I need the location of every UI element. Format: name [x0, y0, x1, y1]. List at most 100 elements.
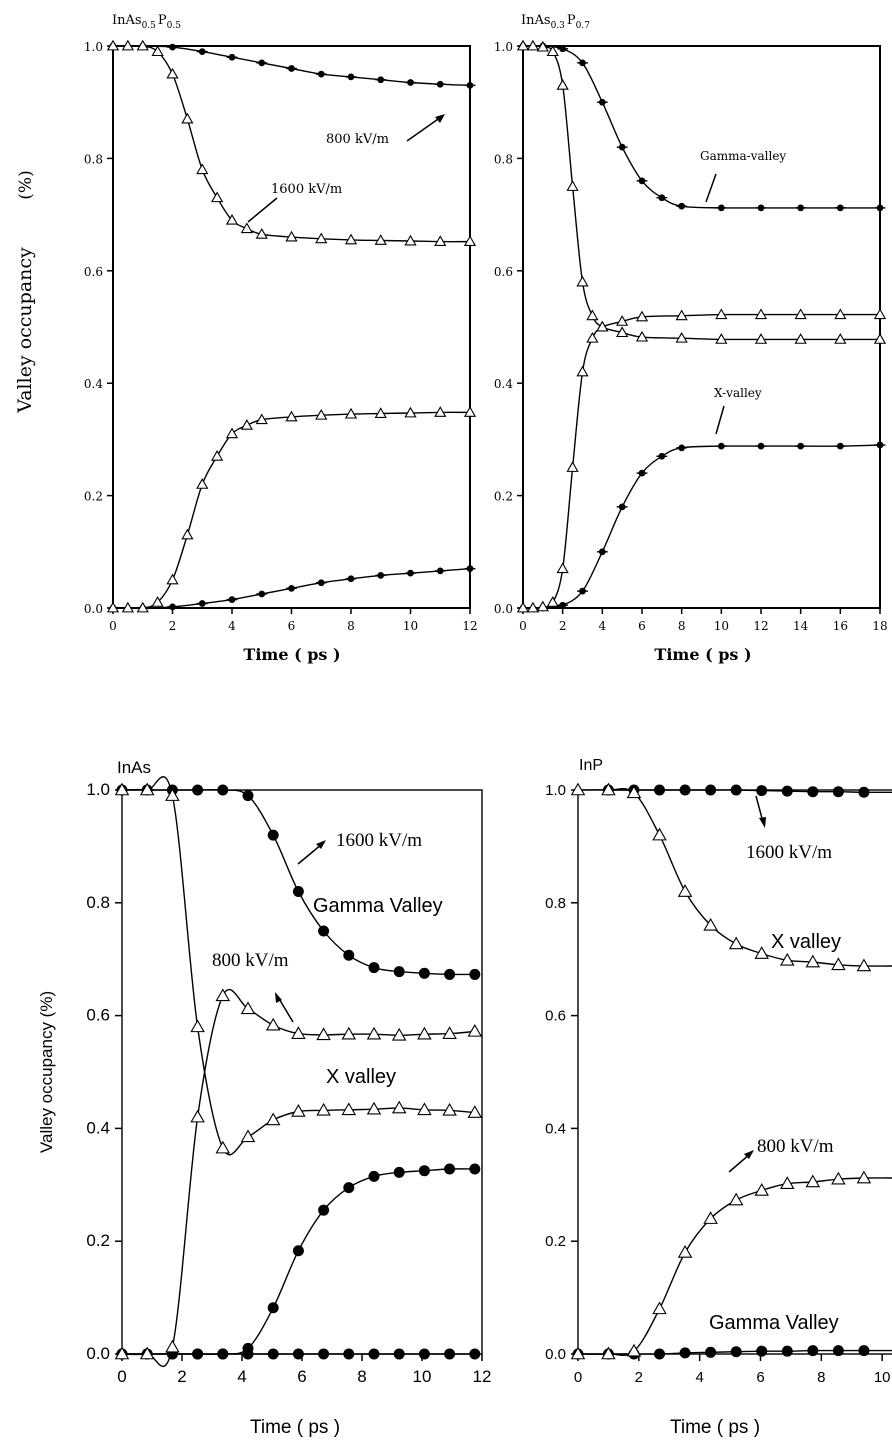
arrow-head — [275, 992, 282, 1003]
data-point — [417, 1026, 432, 1040]
data-point — [240, 1001, 256, 1015]
data-point — [652, 827, 667, 841]
data-point — [566, 461, 579, 472]
data-point — [151, 45, 164, 57]
data-point — [703, 1211, 718, 1224]
series-line — [522, 45, 880, 209]
data-point — [418, 967, 430, 979]
plot-frame — [577, 789, 892, 1355]
data-point — [192, 1348, 204, 1360]
data-point — [442, 1102, 457, 1116]
x-tick-label: 0 — [574, 1369, 582, 1386]
annotation-leader — [247, 197, 278, 223]
data-point — [318, 1204, 330, 1216]
data-point — [368, 1348, 380, 1360]
y-tick-label: 1.0 — [86, 780, 110, 799]
data-point — [467, 1105, 483, 1118]
y-tick-label: 0.0 — [494, 602, 513, 616]
curve-group — [112, 44, 471, 610]
data-point — [139, 782, 155, 796]
data-point — [536, 40, 549, 52]
y-tick-label: 0.2 — [545, 1233, 566, 1250]
data-point — [781, 1345, 793, 1357]
data-point — [794, 308, 807, 320]
data-point — [832, 786, 844, 798]
x-tick-label: 4 — [237, 1367, 246, 1386]
x-tick-label: 8 — [347, 619, 355, 633]
series-line — [121, 988, 475, 1368]
x-tick-label: 6 — [638, 619, 646, 633]
data-point — [418, 1165, 430, 1177]
arrow-head — [759, 817, 766, 828]
data-point — [318, 1348, 330, 1360]
data-point — [675, 331, 688, 343]
data-point — [434, 235, 447, 247]
data-point — [190, 1019, 205, 1033]
data-point — [654, 1348, 666, 1360]
data-point — [391, 1100, 407, 1114]
data-point — [316, 1027, 331, 1041]
data-point — [417, 1102, 432, 1116]
data-point — [442, 1026, 457, 1039]
y-tick-label: 0.2 — [494, 490, 513, 504]
data-point — [546, 596, 559, 607]
data-point — [546, 45, 559, 57]
x-axis-label: Time ( ps ) — [243, 645, 340, 664]
data-point — [106, 39, 120, 51]
data-point — [832, 1345, 844, 1357]
marker-group — [516, 39, 887, 613]
annotation-arrow — [728, 1153, 751, 1173]
data-point — [730, 784, 742, 796]
tick-group: 0 2 4 6 8 10 12 0.0 0.2 0.4 0.6 0.8 1.0 — [84, 40, 478, 633]
curve-group — [121, 776, 475, 1368]
data-point — [586, 331, 599, 343]
marker-group — [114, 782, 483, 1360]
data-point — [166, 573, 179, 585]
data-point — [444, 1348, 456, 1360]
x-axis-label: Time ( ps ) — [654, 645, 751, 664]
data-point — [596, 320, 609, 332]
data-point — [467, 1023, 483, 1037]
data-point — [705, 784, 717, 796]
data-point — [267, 1348, 279, 1360]
data-point — [151, 596, 164, 607]
data-point — [316, 1102, 331, 1116]
data-point — [285, 230, 298, 242]
x-tick-label: 8 — [678, 619, 686, 633]
y-tick-label: 0.8 — [545, 895, 566, 912]
data-point — [343, 1182, 355, 1194]
data-point — [315, 232, 328, 244]
x-tick-label: 12 — [753, 619, 768, 633]
data-point — [626, 1343, 642, 1357]
data-point — [679, 784, 691, 796]
data-point — [444, 968, 456, 980]
x-axis-label: Time ( ps ) — [670, 1417, 760, 1438]
x-tick-label: 12 — [462, 619, 477, 633]
data-point — [576, 275, 589, 287]
data-point — [469, 968, 481, 980]
curve-group — [577, 788, 892, 1356]
x-tick-label: 8 — [357, 1367, 366, 1386]
data-point — [267, 1302, 279, 1314]
data-point — [779, 1176, 795, 1189]
data-point — [292, 1245, 304, 1257]
x-tick-label: 6 — [288, 619, 296, 633]
data-point — [570, 1346, 586, 1360]
y-tick-label: 0.2 — [84, 490, 103, 504]
data-point — [343, 1348, 355, 1360]
data-point — [728, 936, 744, 950]
data-point — [469, 1163, 481, 1175]
annotation-800: 800 kV/m — [326, 132, 389, 147]
data-point — [635, 330, 649, 342]
data-point — [805, 954, 821, 968]
data-point — [393, 1348, 405, 1360]
data-point — [240, 1129, 256, 1143]
data-point — [291, 1026, 306, 1039]
data-point — [315, 408, 328, 420]
chart-title: InAs0.3 P0.7 — [521, 13, 590, 31]
data-point — [225, 213, 239, 225]
annotation-arrow — [297, 843, 323, 865]
x-tick-label: 2 — [635, 1369, 643, 1386]
marker-group — [570, 782, 872, 1360]
data-point — [781, 785, 793, 797]
